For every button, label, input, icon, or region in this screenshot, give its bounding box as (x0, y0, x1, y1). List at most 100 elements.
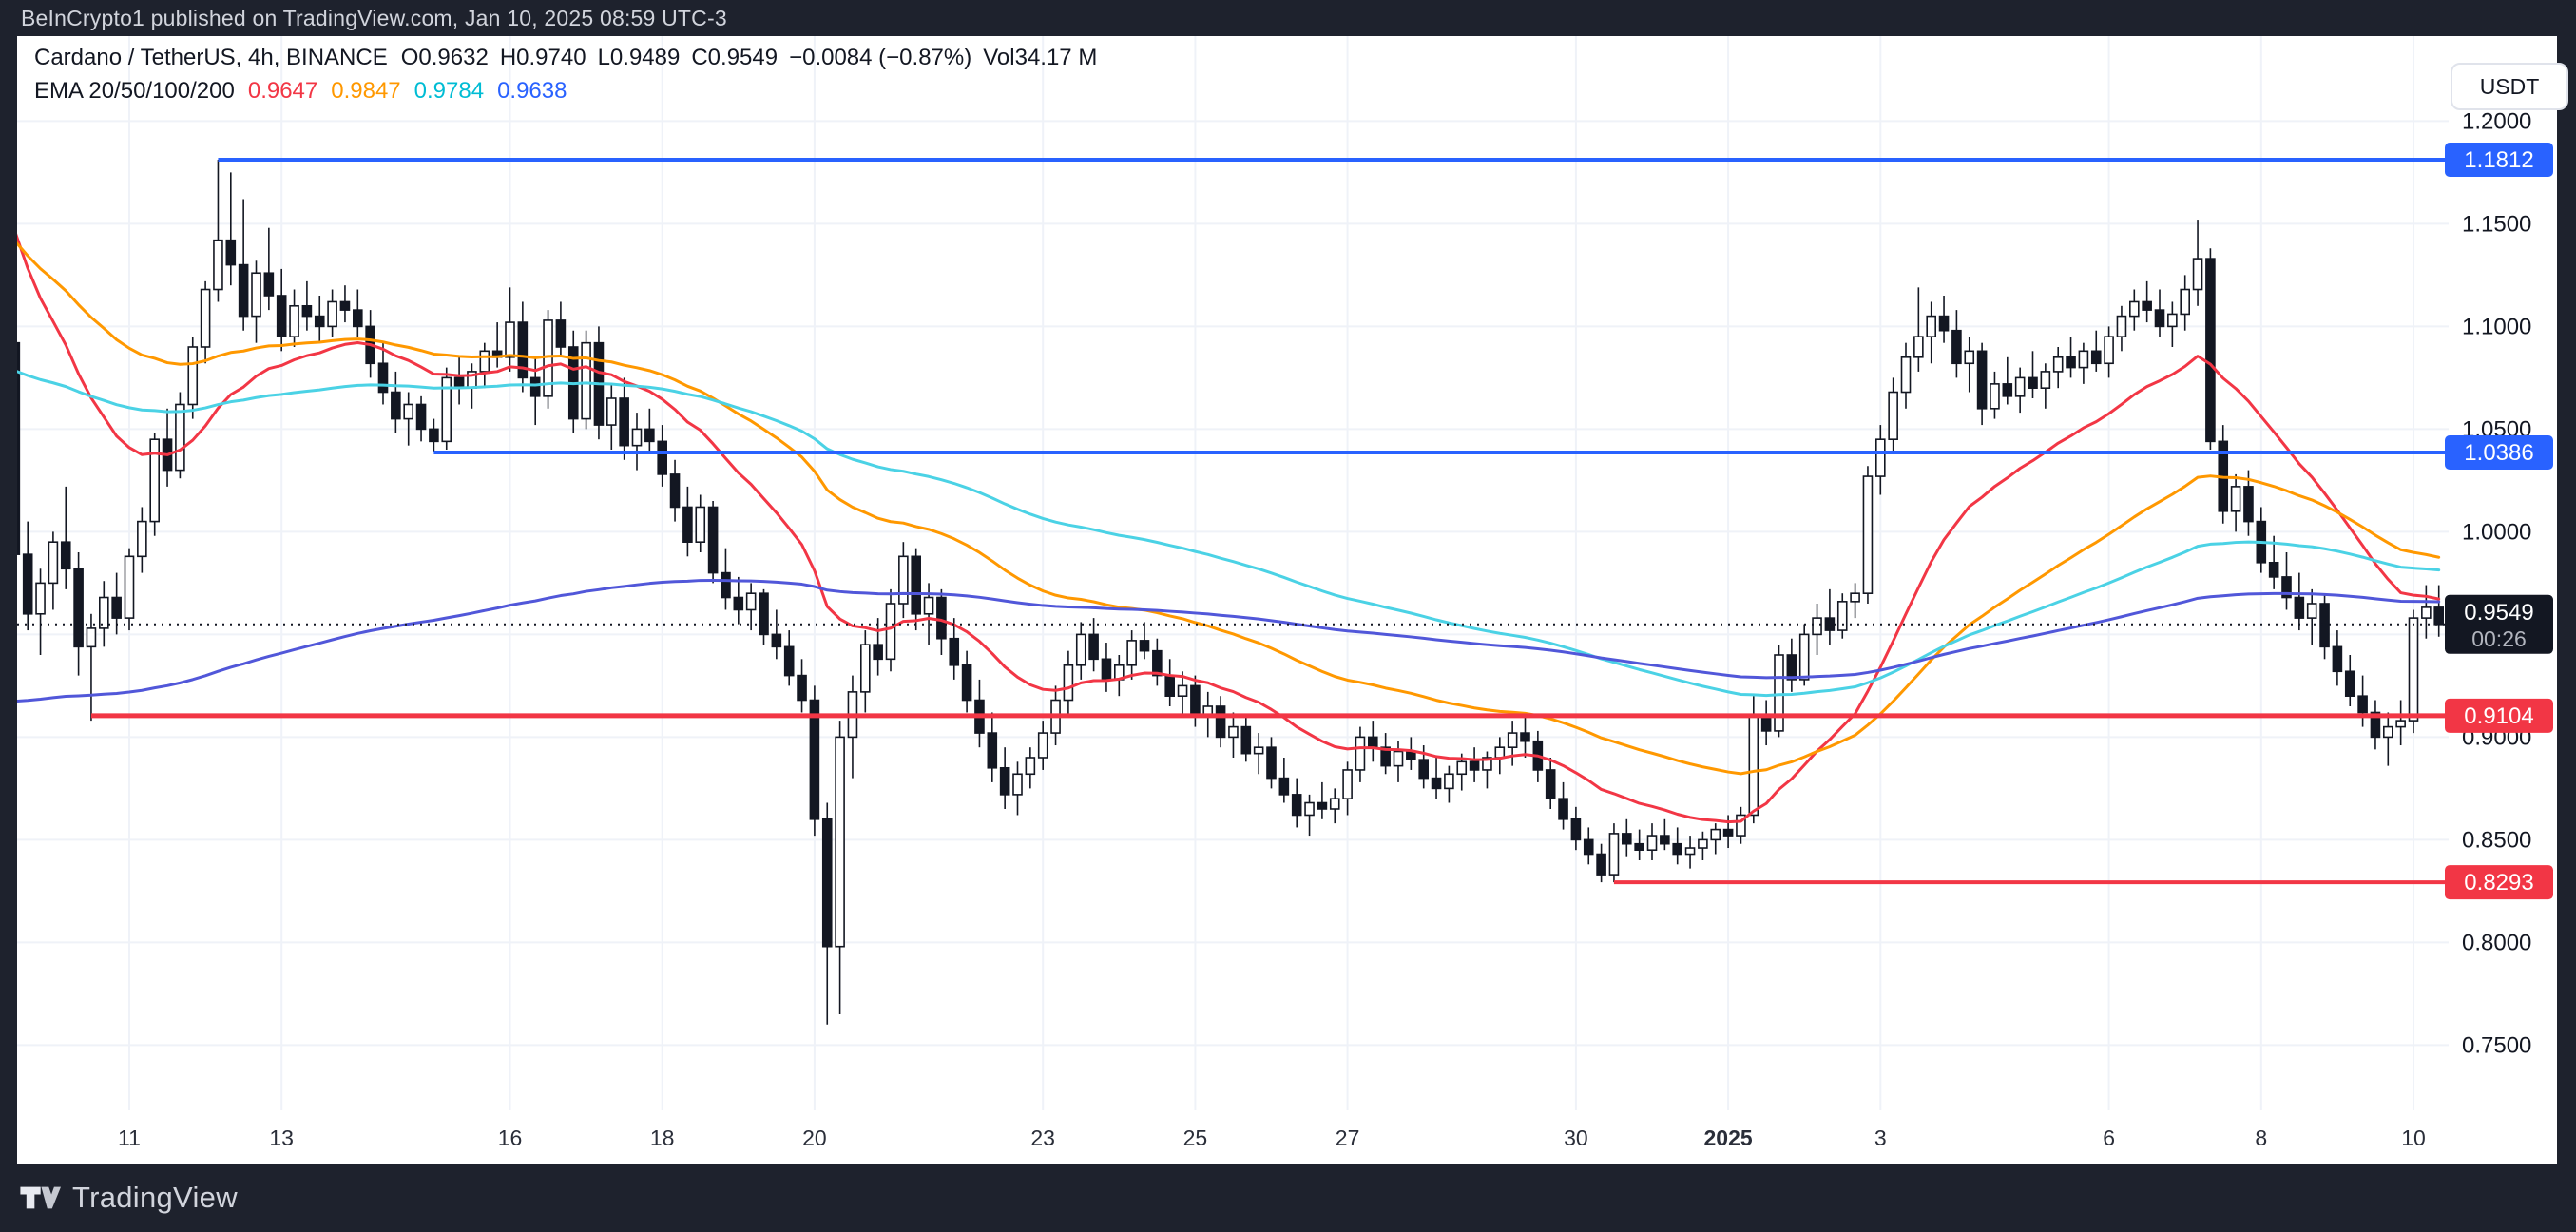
time-axis-label[interactable]: 10 (2401, 1126, 2426, 1150)
candle-body-down (2294, 596, 2305, 619)
time-axis-label[interactable]: 3 (1874, 1126, 1887, 1150)
symbol-legend-row: Cardano / TetherUS, 4h, BINANCE O0.9632 H0… (34, 42, 1108, 74)
candle-body-down (60, 541, 71, 570)
candle-body-down (1088, 633, 1099, 661)
candle (1672, 827, 1682, 865)
candle-body-up (1926, 315, 1936, 337)
candle-body-up (1075, 633, 1086, 666)
candle-body-up (479, 350, 490, 373)
candle (289, 289, 299, 347)
candle-body-up (2421, 606, 2432, 619)
candle-body-down (1545, 769, 1556, 799)
price-axis-label: 1.0000 (2462, 519, 2531, 545)
candle-body-down (669, 473, 681, 509)
candle-body-down (2268, 561, 2279, 578)
candle-body-down (682, 506, 693, 543)
candle (873, 618, 883, 676)
candle-body-down (1368, 736, 1378, 748)
candle-body-up (898, 555, 909, 605)
price-badge: 1.1812 (2445, 143, 2553, 177)
candle-body-down (2142, 300, 2152, 311)
candle (1634, 829, 1644, 860)
candle (745, 583, 757, 631)
candle (707, 500, 719, 584)
price-badge-value: 0.9549 (2464, 600, 2533, 626)
candle-body-down (22, 553, 33, 615)
candle (1190, 675, 1201, 727)
candle (17, 341, 21, 555)
candle (1342, 761, 1353, 816)
candle (1406, 737, 1416, 770)
candle (1812, 603, 1822, 655)
symbol-title[interactable]: Cardano / TetherUS, 4h, BINANCE (34, 45, 388, 70)
candle (1368, 721, 1378, 762)
candle (429, 418, 439, 453)
time-axis-label[interactable]: 23 (1030, 1126, 1055, 1150)
time-axis-label[interactable]: 6 (2103, 1126, 2115, 1150)
time-axis-label[interactable]: 30 (1564, 1126, 1588, 1150)
price-axis-label: 0.8500 (2462, 827, 2531, 853)
candle-body-up (1063, 664, 1074, 702)
candle-body-up (2306, 603, 2317, 619)
candle-body-up (1836, 601, 1848, 631)
candle-body-down (73, 568, 84, 648)
candle (1075, 622, 1086, 680)
candle-body-up (631, 428, 643, 447)
candle-body-down (961, 664, 972, 702)
candle-body-up (1862, 475, 1874, 594)
candle-body-up (1888, 391, 1898, 440)
candle-body-down (301, 304, 313, 318)
time-axis-label[interactable]: 2025 (1704, 1126, 1753, 1150)
candle-body-up (505, 321, 515, 358)
publish-caption: BeInCrypto1 published on TradingView.com… (21, 5, 727, 30)
time-axis-label[interactable]: 13 (269, 1126, 294, 1150)
time-axis-label[interactable]: 11 (118, 1126, 141, 1150)
candle-body-down (619, 397, 629, 447)
ema-indicator-label[interactable]: EMA 20/50/100/200 (34, 78, 235, 104)
tradingview-wordmark[interactable]: TradingView (72, 1181, 238, 1214)
candle (22, 521, 33, 631)
candle (2090, 330, 2102, 372)
candle-body-down (783, 645, 795, 677)
chart-plot-area[interactable]: 1.20001.15001.10001.05001.00000.90000.85… (17, 36, 2557, 1164)
currency-toggle-button[interactable]: USDT (2451, 63, 2568, 110)
candle (936, 588, 947, 655)
candle-body-up (213, 239, 223, 291)
candle-body-down (339, 300, 351, 311)
price-axis-label: 0.7500 (2462, 1032, 2531, 1058)
time-axis-label[interactable]: 25 (1183, 1126, 1208, 1150)
time-axis-label[interactable]: 27 (1336, 1126, 1360, 1150)
candle (1380, 733, 1391, 775)
time-axis-label[interactable]: 16 (498, 1126, 523, 1150)
candle-body-down (352, 309, 363, 328)
time-axis-label[interactable]: 18 (650, 1126, 675, 1150)
candle (2028, 351, 2038, 398)
candle (1888, 377, 1898, 454)
candle-body-down (1622, 833, 1632, 845)
candle-body-up (1798, 633, 1810, 681)
candle (1063, 650, 1074, 717)
candle (2281, 551, 2292, 610)
time-axis-label[interactable]: 8 (2255, 1126, 2267, 1150)
candle-body-down (2433, 606, 2444, 626)
candle-body-up (1304, 801, 1315, 817)
candle-body-down (1266, 746, 1277, 780)
price-axis-label: 1.1000 (2462, 314, 2531, 339)
candle-body-up (581, 341, 591, 420)
candle-body-down (873, 644, 883, 661)
price-badge-value: 0.8293 (2464, 870, 2533, 895)
candle-body-down (391, 391, 401, 420)
candle (1240, 716, 1252, 762)
candle (949, 618, 960, 680)
candle-body-down (555, 319, 567, 348)
candle (1228, 712, 1239, 758)
candle-body-up (99, 596, 109, 629)
candle-body-down (1786, 654, 1797, 681)
candle (606, 383, 617, 450)
candle (581, 330, 591, 430)
candle-body-up (885, 603, 896, 661)
tradingview-logo-icon[interactable] (19, 1179, 61, 1217)
time-axis-label[interactable]: 20 (802, 1126, 827, 1150)
candle-body-up (745, 592, 757, 611)
